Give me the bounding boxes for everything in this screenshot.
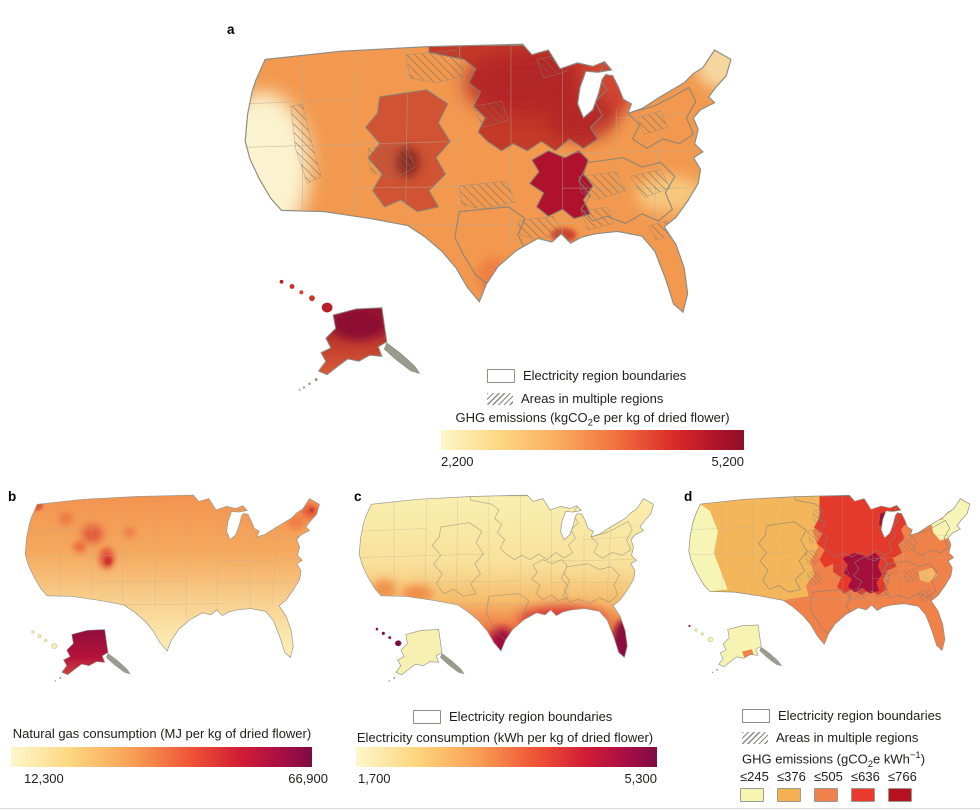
panel-c-map bbox=[358, 494, 654, 682]
legend-d-hatch: Areas in multiple regions bbox=[742, 730, 918, 745]
hawaii-inset bbox=[375, 627, 402, 647]
panel-a-label: a bbox=[227, 22, 235, 37]
legend-c-boundaries-label: Electricity region boundaries bbox=[449, 709, 613, 724]
colorbar-c-ticks: 1,700 5,300 bbox=[358, 771, 657, 786]
colorbar-b-title: Natural gas consumption (MJ per kg of dr… bbox=[12, 726, 312, 741]
region-boundary-swatch bbox=[413, 709, 441, 724]
class-label: ≤636 bbox=[851, 769, 880, 784]
class-swatch bbox=[814, 788, 838, 802]
colorbar-a-ticks: 2,200 5,200 bbox=[441, 454, 744, 469]
legend-d-boundaries: Electricity region boundaries bbox=[742, 708, 941, 723]
class-label: ≤245 bbox=[740, 769, 769, 784]
colorbar-a bbox=[441, 430, 744, 450]
page-divider bbox=[0, 808, 980, 809]
legend-d-hatch-label: Areas in multiple regions bbox=[776, 730, 919, 745]
scale-d-title: GHG emissions (gCO2e kWh−1) bbox=[742, 750, 926, 770]
colorbar-a-max: 5,200 bbox=[711, 454, 744, 469]
hawaii-inset bbox=[31, 630, 58, 649]
class-label: ≤376 bbox=[777, 769, 806, 784]
colorbar-b-min: 12,300 bbox=[24, 771, 64, 786]
colorbar-a-min: 2,200 bbox=[441, 454, 474, 469]
class-swatch bbox=[777, 788, 801, 802]
region-boundary-swatch bbox=[742, 708, 770, 723]
panel-b-map bbox=[24, 494, 320, 682]
class-swatch bbox=[888, 788, 912, 802]
panel-a-map bbox=[244, 43, 732, 391]
class-label: ≤505 bbox=[814, 769, 843, 784]
hawaii-inset bbox=[279, 279, 333, 313]
class-label: ≤766 bbox=[888, 769, 917, 784]
panel-d-map bbox=[688, 494, 971, 674]
alaska-inset bbox=[388, 629, 465, 682]
colorbar-b-max: 66,900 bbox=[288, 771, 328, 786]
legend-a-hatch-label: Areas in multiple regions bbox=[521, 391, 664, 406]
hawaii-inset bbox=[688, 624, 714, 643]
colorbar-c-min: 1,700 bbox=[358, 771, 391, 786]
alaska-inset bbox=[711, 624, 782, 674]
colorbar-b bbox=[11, 747, 312, 767]
region-boundary-swatch bbox=[487, 368, 515, 383]
legend-a-hatch: Areas in multiple regions bbox=[487, 391, 663, 406]
colorbar-c bbox=[356, 747, 657, 767]
scale-d-class-swatches bbox=[740, 788, 912, 802]
colorbar-a-title: GHG emissions (kgCO2e per kg of dried fl… bbox=[455, 410, 730, 429]
class-swatch bbox=[740, 788, 764, 802]
legend-a-boundaries-label: Electricity region boundaries bbox=[523, 368, 687, 383]
class-swatch bbox=[851, 788, 875, 802]
panel-b-label: b bbox=[8, 489, 17, 504]
legend-c-boundaries: Electricity region boundaries bbox=[413, 709, 612, 724]
panel-d-label: d bbox=[684, 489, 693, 504]
panel-c-label: c bbox=[354, 489, 362, 504]
hatch-swatch bbox=[742, 731, 768, 744]
colorbar-c-max: 5,300 bbox=[624, 771, 657, 786]
legend-d-boundaries-label: Electricity region boundaries bbox=[778, 708, 942, 723]
scale-d-class-labels: ≤245 ≤376 ≤505 ≤636 ≤766 bbox=[740, 769, 917, 784]
colorbar-b-ticks: 12,300 66,900 bbox=[24, 771, 328, 786]
alaska-inset bbox=[298, 307, 420, 391]
alaska-inset bbox=[54, 629, 131, 682]
legend-a-boundaries: Electricity region boundaries bbox=[487, 368, 686, 383]
colorbar-c-title: Electricity consumption (kWh per kg of d… bbox=[356, 730, 654, 745]
hatch-swatch bbox=[487, 392, 513, 405]
